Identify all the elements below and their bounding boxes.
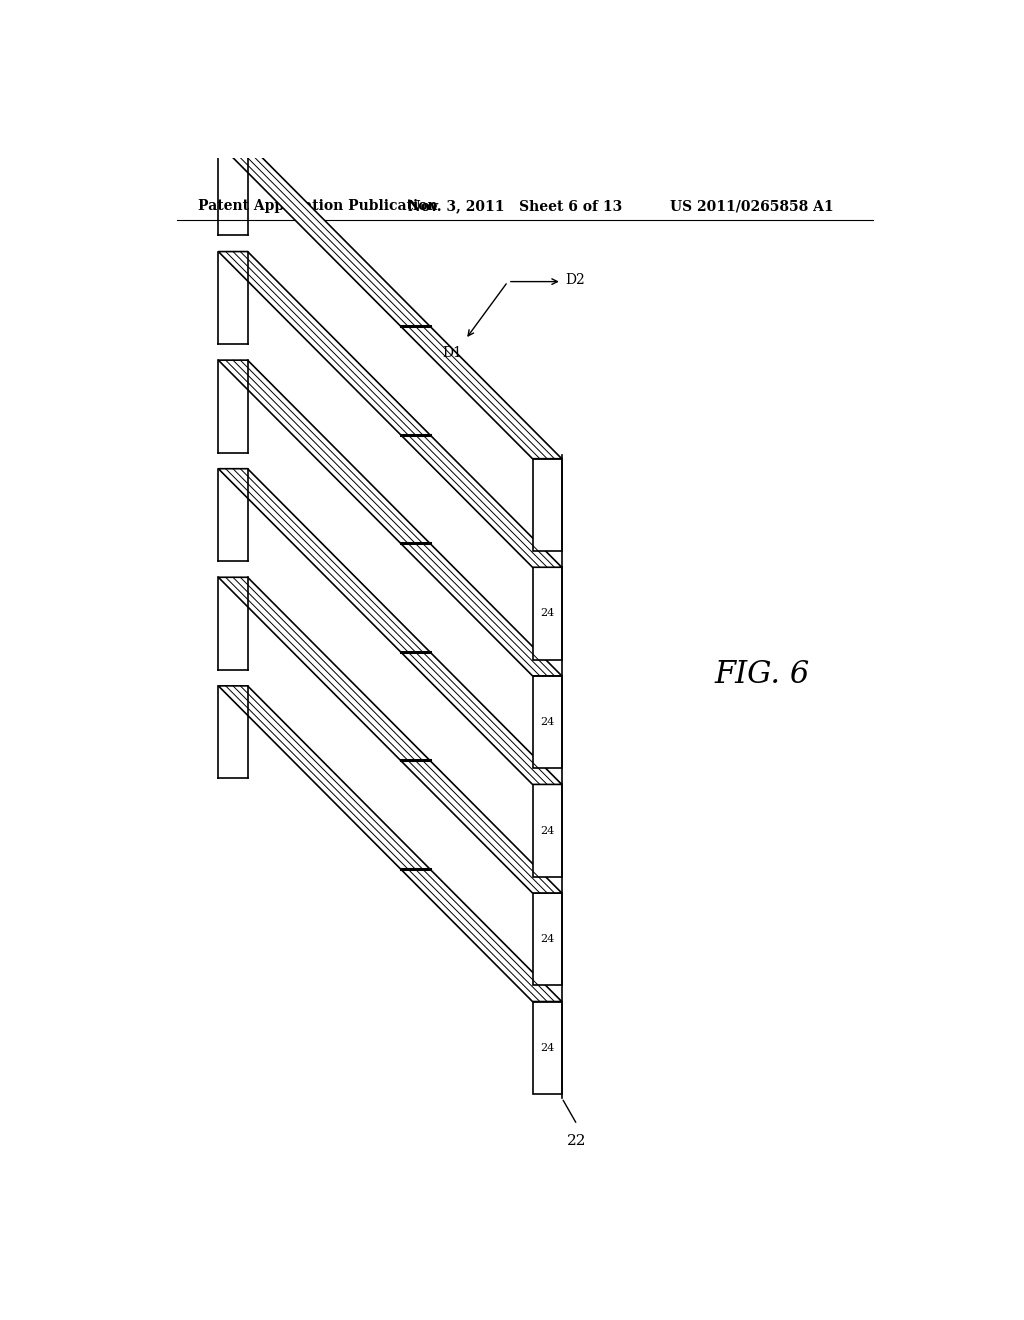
Text: FIG. 6: FIG. 6 bbox=[715, 659, 810, 690]
Text: 24: 24 bbox=[540, 825, 554, 836]
Text: 24: 24 bbox=[540, 1043, 554, 1053]
Text: 24: 24 bbox=[540, 935, 554, 944]
Text: 24: 24 bbox=[540, 609, 554, 619]
Polygon shape bbox=[532, 568, 562, 660]
Polygon shape bbox=[218, 360, 562, 676]
Polygon shape bbox=[532, 784, 562, 876]
Text: 24: 24 bbox=[540, 717, 554, 727]
Polygon shape bbox=[218, 686, 562, 1002]
Text: US 2011/0265858 A1: US 2011/0265858 A1 bbox=[670, 199, 834, 213]
Text: D1: D1 bbox=[441, 346, 462, 359]
Text: D2: D2 bbox=[565, 273, 586, 286]
Text: Nov. 3, 2011   Sheet 6 of 13: Nov. 3, 2011 Sheet 6 of 13 bbox=[408, 199, 622, 213]
Polygon shape bbox=[218, 469, 562, 784]
Polygon shape bbox=[532, 676, 562, 768]
Polygon shape bbox=[532, 1002, 562, 1094]
Polygon shape bbox=[532, 459, 562, 552]
Polygon shape bbox=[218, 577, 562, 892]
Text: Patent Application Publication: Patent Application Publication bbox=[199, 199, 438, 213]
Polygon shape bbox=[218, 252, 562, 568]
Text: 22: 22 bbox=[567, 1134, 587, 1148]
Polygon shape bbox=[218, 143, 562, 459]
Polygon shape bbox=[532, 892, 562, 985]
